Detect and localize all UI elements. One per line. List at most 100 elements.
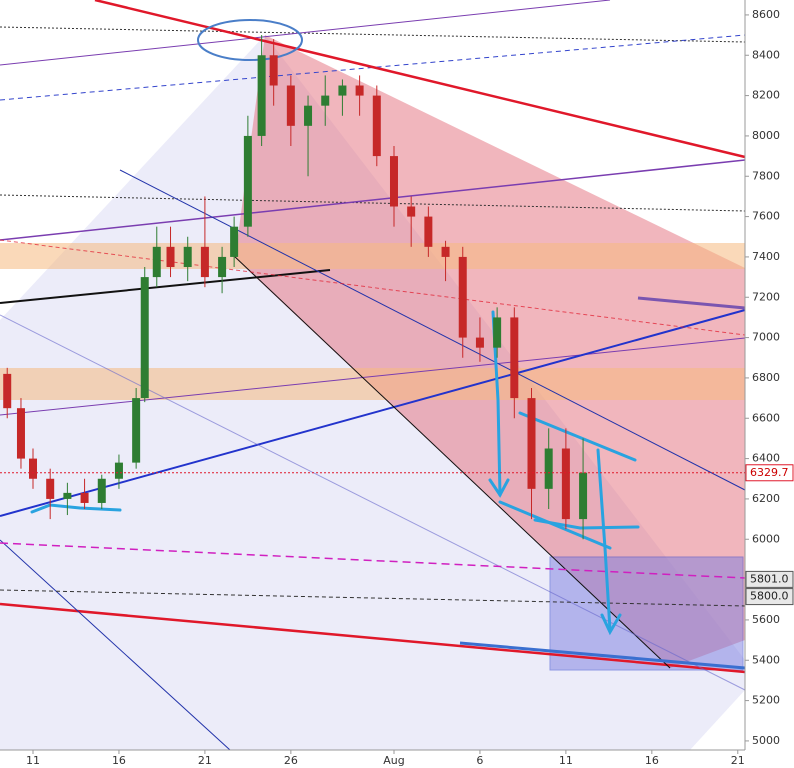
candle-body bbox=[243, 135, 252, 227]
candle-body bbox=[389, 156, 398, 207]
x-tick-label: 16 bbox=[112, 754, 126, 767]
price-label: 5800.0 bbox=[750, 590, 789, 603]
y-tick-label: 8200 bbox=[752, 89, 780, 102]
y-tick-label: 7800 bbox=[752, 169, 780, 182]
x-tick-label: 11 bbox=[559, 754, 573, 767]
candle-body bbox=[372, 95, 381, 157]
price-label-box bbox=[745, 464, 794, 482]
drawn-line bbox=[0, 26, 746, 43]
candle-body bbox=[257, 55, 266, 136]
flag-line bbox=[518, 411, 637, 462]
candle-body bbox=[152, 246, 161, 278]
candle-body bbox=[527, 398, 536, 489]
drawn-line bbox=[0, 159, 746, 241]
drawn-line bbox=[119, 169, 746, 491]
y-tick-label: 8400 bbox=[752, 48, 780, 61]
trend-line bbox=[0, 269, 331, 304]
y-tick-label: 6600 bbox=[752, 411, 780, 424]
squiggle bbox=[533, 518, 640, 530]
candle-body bbox=[304, 105, 313, 126]
candle-body bbox=[230, 226, 239, 257]
candle-body bbox=[3, 373, 12, 409]
y-tick-label: 8000 bbox=[752, 129, 780, 142]
drawn-line bbox=[637, 296, 746, 310]
arrow bbox=[488, 478, 510, 498]
target-box bbox=[549, 556, 744, 671]
candle-body bbox=[140, 277, 149, 399]
drawn-line bbox=[459, 641, 746, 670]
y-tick-label: 7000 bbox=[752, 331, 780, 344]
support-line bbox=[0, 602, 746, 674]
x-tick-label: 21 bbox=[198, 754, 212, 767]
drawings bbox=[0, 0, 746, 751]
zone-band bbox=[0, 243, 745, 269]
highlight-ellipse bbox=[197, 19, 303, 61]
drawn-line bbox=[0, 589, 746, 607]
hand-drawn bbox=[30, 310, 640, 636]
candle-body bbox=[424, 216, 433, 247]
trend-line bbox=[232, 254, 671, 669]
price-label: 5801.0 bbox=[750, 572, 789, 585]
candle-body bbox=[46, 478, 55, 499]
candle-body bbox=[29, 458, 38, 479]
candle-body bbox=[166, 246, 175, 268]
y-tick-label: 5200 bbox=[752, 694, 780, 707]
y-tick-label: 7600 bbox=[752, 210, 780, 223]
y-tick-label: 5600 bbox=[752, 613, 780, 626]
y-tick-label: 7400 bbox=[752, 250, 780, 263]
y-tick-label: 6800 bbox=[752, 371, 780, 384]
squiggle bbox=[30, 503, 122, 514]
candle-body bbox=[200, 246, 209, 278]
candle-body bbox=[441, 246, 450, 257]
x-tick-label: 21 bbox=[731, 754, 745, 767]
candle-body bbox=[269, 55, 278, 86]
candle-body bbox=[355, 85, 364, 96]
candle-body bbox=[321, 95, 330, 106]
x-tick-label: 6 bbox=[476, 754, 483, 767]
drawn-line bbox=[0, 0, 611, 66]
candles bbox=[3, 35, 588, 540]
candle-body bbox=[338, 85, 347, 96]
x-tick-label: 16 bbox=[645, 754, 659, 767]
candle-body bbox=[493, 317, 502, 348]
candle-body bbox=[510, 317, 519, 399]
price-label: 6329.7 bbox=[750, 466, 789, 479]
candle-body bbox=[183, 246, 192, 268]
candle-body bbox=[458, 256, 467, 338]
drawn-line bbox=[0, 539, 231, 751]
drawn-line bbox=[0, 194, 746, 212]
candle-body bbox=[63, 492, 72, 499]
drawn-line bbox=[0, 542, 746, 579]
y-tick-label: 5000 bbox=[752, 734, 780, 747]
candle-body bbox=[544, 448, 553, 489]
candle-body bbox=[132, 398, 141, 463]
pink-channel bbox=[235, 35, 745, 668]
x-tick-label: Aug bbox=[383, 754, 404, 767]
arrow bbox=[600, 613, 622, 636]
resistance-line bbox=[94, 0, 746, 159]
candle-body bbox=[286, 85, 295, 126]
drawn-line bbox=[0, 314, 746, 691]
y-tick-label: 6400 bbox=[752, 452, 780, 465]
candle-body bbox=[114, 462, 123, 479]
candle-body bbox=[16, 408, 25, 459]
arrow bbox=[596, 448, 612, 632]
candle-body bbox=[218, 256, 227, 278]
candle-body bbox=[97, 478, 106, 503]
candle-body bbox=[407, 206, 416, 217]
y-tick-label: 8600 bbox=[752, 8, 780, 21]
drawn-line bbox=[0, 337, 746, 416]
candle-body bbox=[579, 472, 588, 520]
x-tick-label: 11 bbox=[26, 754, 40, 767]
candle-body bbox=[475, 337, 484, 348]
price-label-box bbox=[745, 570, 794, 588]
y-tick-label: 7200 bbox=[752, 290, 780, 303]
y-tick-label: 6000 bbox=[752, 532, 780, 545]
price-label-box bbox=[745, 588, 794, 606]
x-tick-label: 26 bbox=[284, 754, 298, 767]
y-tick-label: 5400 bbox=[752, 653, 780, 666]
candle-body bbox=[80, 492, 89, 503]
drawn-line bbox=[0, 239, 746, 336]
trend-line bbox=[0, 309, 746, 517]
